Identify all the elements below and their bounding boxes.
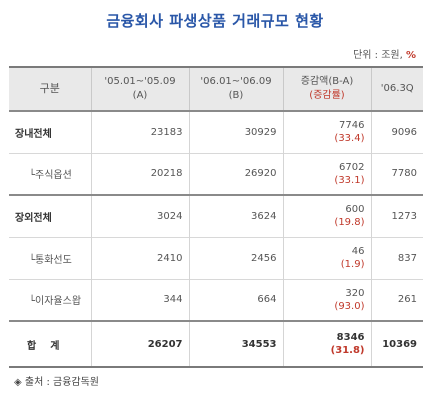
header-period1-code: (A)	[132, 90, 148, 101]
change-rate: (93.0)	[334, 300, 365, 312]
cell-b: 2456	[188, 237, 283, 279]
row-label: 장외전체	[15, 212, 52, 224]
cell-q3: 837	[370, 237, 423, 279]
header-period2-code: (B)	[228, 90, 244, 101]
cell-q3: 7780	[370, 153, 423, 195]
change-rate: (33.4)	[334, 133, 365, 145]
table-row: └통화선도 2410 2456 46 (1.9) 837	[9, 237, 423, 279]
unit-prefix: 단위 : 조원,	[353, 50, 406, 61]
change-rate: (1.9)	[340, 259, 365, 270]
header-period1: '05.01~'05.09 (A)	[90, 67, 189, 111]
unit-pct: %	[405, 50, 416, 61]
change-value: 6702	[339, 161, 365, 173]
change-value: 46	[351, 246, 365, 257]
cell-b: 26920	[188, 153, 283, 195]
cell-a: 20218	[90, 153, 189, 195]
header-change: 증감액(B-A) (증감률)	[282, 67, 371, 111]
cell-a: 2410	[90, 237, 189, 279]
header-q3: '06.3Q	[370, 67, 423, 111]
cell-change: 6702 (33.1)	[282, 153, 371, 195]
total-q3: 10369	[370, 321, 423, 367]
cell-change: 46 (1.9)	[282, 237, 371, 279]
cell-change: 7746 (33.4)	[282, 111, 371, 153]
total-b: 34553	[188, 321, 283, 367]
total-label: 합계	[27, 340, 74, 352]
header-change-rate: (증감률)	[309, 90, 345, 101]
table-row: 장내전체 23183 30929 7746 (33.4) 9096	[9, 111, 423, 153]
cell-a: 23183	[90, 111, 189, 153]
cell-q3: 9096	[370, 111, 423, 153]
cell-q3: 261	[370, 279, 423, 321]
header-category: 구분	[39, 82, 60, 95]
cell-a: 344	[90, 279, 189, 321]
header-row: 구분 '05.01~'05.09 (A) '06.01~'06.09 (B) 증감액…	[9, 67, 423, 111]
row-label: └통화선도	[29, 254, 72, 266]
change-value: 7746	[339, 120, 365, 132]
cell-b: 30929	[188, 111, 283, 153]
total-change: 8346 (31.8)	[282, 321, 371, 367]
change-value: 600	[345, 204, 365, 216]
cell-b: 3624	[188, 195, 283, 237]
row-label: 장내전체	[15, 128, 52, 140]
cell-a: 3024	[90, 195, 189, 237]
total-change-value: 8346	[336, 332, 365, 343]
header-period2: '06.01~'06.09 (B)	[188, 67, 283, 111]
cell-change: 320 (93.0)	[282, 279, 371, 321]
header-period1-range: '05.01~'05.09	[104, 76, 176, 87]
header-change-amount: 증감액(B-A)	[300, 76, 354, 87]
table-title: 금융회사 파생상품 거래규모 현황	[106, 12, 324, 30]
total-change-rate: (31.8)	[330, 345, 365, 356]
table-row: └이자율스왑 344 664 320 (93.0) 261	[9, 279, 423, 321]
unit-note: 단위 : 조원, %	[353, 46, 416, 61]
table-row: └주식옵션 20218 26920 6702 (33.1) 7780	[9, 153, 423, 195]
table-row: 장외전체 3024 3624 600 (19.8) 1273	[9, 195, 423, 237]
cell-change: 600 (19.8)	[282, 195, 371, 237]
header-period2-range: '06.01~'06.09	[200, 76, 272, 87]
change-value: 320	[345, 287, 365, 299]
derivatives-table: 구분 '05.01~'05.09 (A) '06.01~'06.09 (B) 증감액…	[9, 66, 423, 368]
source-note: ◈ 출처 : 금융감독원	[14, 377, 99, 388]
row-label: └주식옵션	[29, 170, 72, 182]
change-rate: (33.1)	[334, 174, 365, 186]
total-row: 합계 26207 34553 8346 (31.8) 10369	[9, 321, 423, 367]
total-a: 26207	[90, 321, 189, 367]
cell-q3: 1273	[370, 195, 423, 237]
change-rate: (19.8)	[334, 217, 365, 229]
cell-b: 664	[188, 279, 283, 321]
row-label: └이자율스왑	[29, 296, 82, 308]
